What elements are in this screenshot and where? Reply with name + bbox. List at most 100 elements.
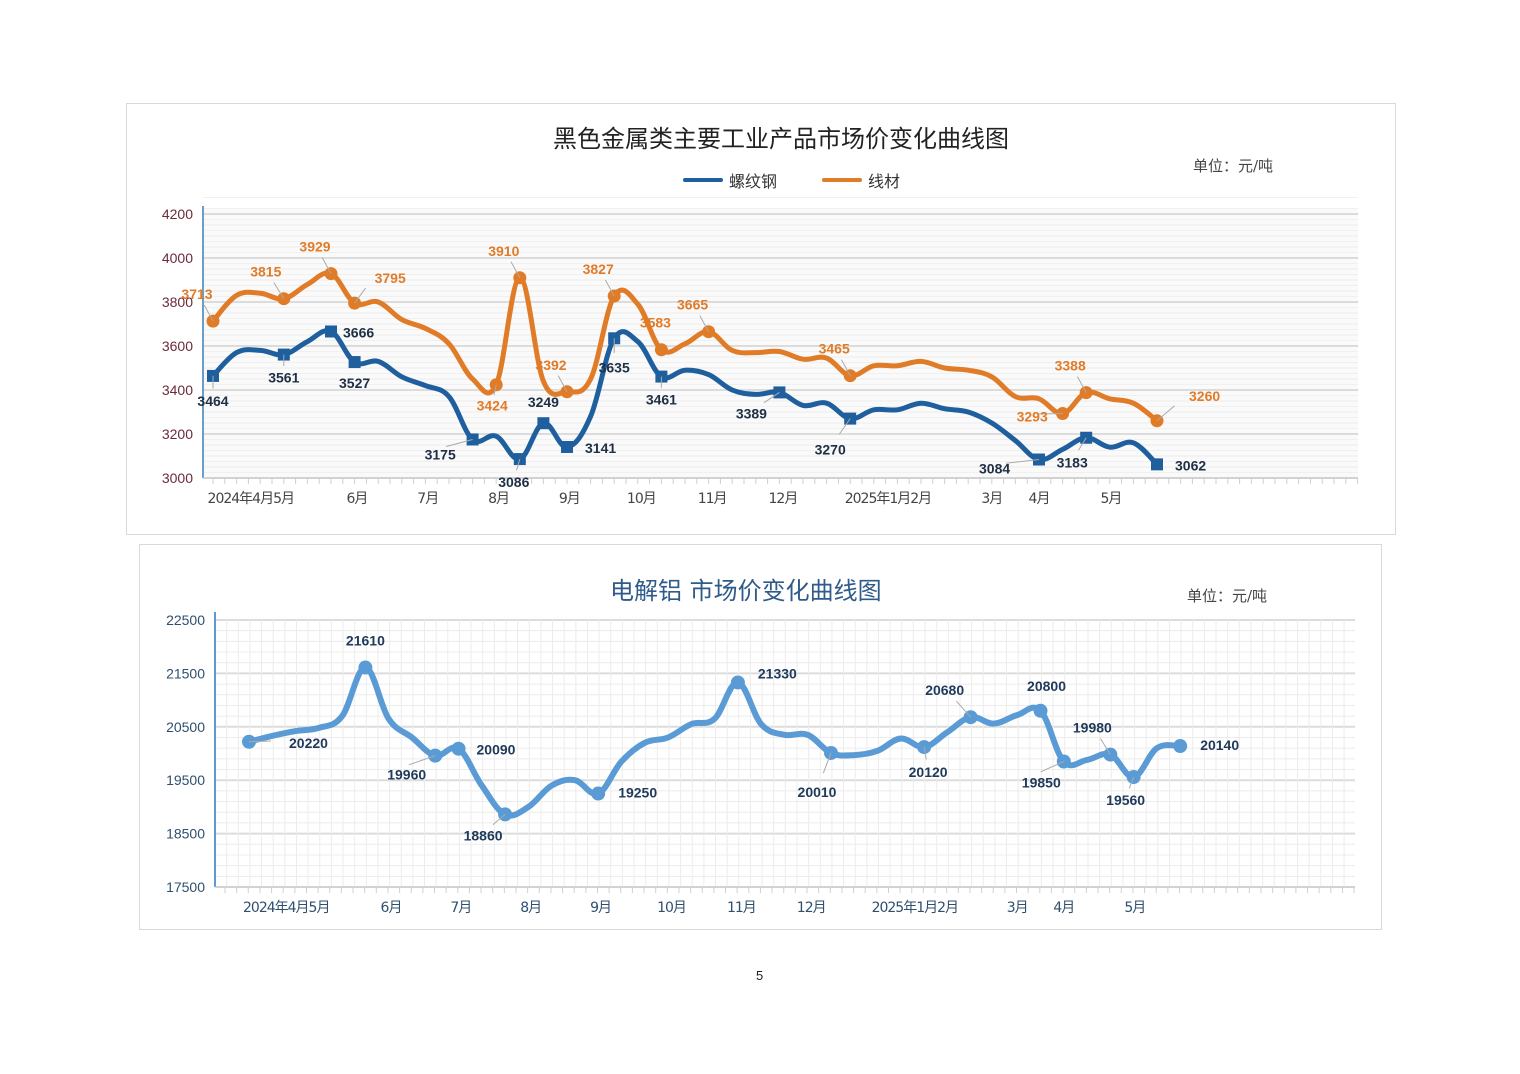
x-tick-label: 9月: [559, 491, 580, 507]
x-tick-label: 7月: [450, 900, 471, 916]
x-tick-label: 8月: [488, 491, 509, 507]
leader-line: [493, 384, 497, 396]
data-label: 3392: [535, 357, 566, 373]
data-label: 3561: [268, 370, 299, 386]
x-tick-label: 5月: [1101, 491, 1122, 507]
leader-line: [1128, 776, 1135, 789]
x-tick-label: 6月: [381, 900, 402, 916]
legend-line-icon: [683, 178, 723, 182]
data-label: 3389: [736, 405, 767, 421]
y-tick-label: 21500: [166, 665, 205, 681]
leader-line: [273, 282, 285, 299]
x-tick-label: 7月: [417, 491, 438, 507]
y-tick-label: 3000: [162, 470, 193, 486]
x-tick-label: 12月: [797, 900, 826, 916]
y-tick-label: 20500: [166, 719, 205, 735]
leader-line: [321, 257, 332, 274]
x-tick-label: 3月: [981, 491, 1002, 507]
leader-line: [604, 279, 615, 297]
plot-area: [203, 208, 1358, 478]
data-label: 3815: [250, 264, 281, 280]
data-marker-square: [561, 440, 573, 453]
leader-line: [248, 740, 272, 743]
legend-label: 线材: [868, 172, 901, 191]
data-marker-square: [325, 325, 337, 338]
legend-item-rebar: 螺纹钢: [683, 168, 777, 192]
legend-label: 螺纹钢: [729, 172, 778, 191]
series-line-0: [246, 664, 1184, 819]
data-label: 20090: [477, 742, 516, 758]
steel-chart-title: 黑色金属类主要工业产品市场价变化曲线图: [553, 125, 1009, 153]
y-tick-label: 19500: [166, 772, 205, 788]
x-tick-label: 10月: [657, 900, 686, 916]
data-marker-circle: [1033, 703, 1048, 718]
data-label: 3249: [528, 394, 559, 410]
y-tick-label: 3400: [162, 382, 193, 398]
data-label: 3929: [299, 239, 330, 255]
leader-line: [822, 752, 832, 774]
data-marker-circle: [358, 660, 373, 675]
data-marker-circle: [654, 343, 668, 357]
y-tick-label: 17500: [166, 879, 205, 895]
leader-line: [446, 439, 473, 447]
leader-line: [699, 315, 710, 332]
data-label: 3141: [585, 440, 616, 456]
leader-line: [492, 813, 506, 826]
data-label: 3464: [197, 393, 228, 409]
data-label: 3910: [488, 243, 519, 259]
leader-line: [510, 261, 521, 279]
data-label: 3666: [343, 324, 374, 340]
data-label: 19960: [387, 767, 426, 783]
data-label: 3465: [819, 341, 850, 357]
data-label: 19250: [618, 785, 657, 801]
data-label: 20220: [289, 735, 328, 751]
x-tick-label: 3月: [1007, 900, 1028, 916]
x-tick-label: 6月: [346, 491, 367, 507]
leader-line: [1156, 405, 1175, 422]
data-label: 3086: [498, 474, 529, 490]
data-marker-circle: [1173, 739, 1188, 754]
leader-line: [1100, 738, 1111, 755]
x-tick-label: 5月: [1124, 900, 1145, 916]
data-label: 20800: [1027, 678, 1066, 694]
data-label: 3795: [375, 270, 406, 286]
chart-1: 17500 18500 19500 20500 21500 22500 2024年4月5月 6…: [166, 612, 1355, 916]
data-marker-square: [537, 417, 550, 430]
data-label: 20680: [925, 682, 964, 698]
data-marker-square: [1151, 458, 1163, 471]
data-label: 3260: [1189, 388, 1220, 404]
x-tick-label: 11月: [698, 491, 727, 507]
data-label: 3175: [425, 447, 456, 463]
leader-line: [354, 287, 367, 304]
y-tick-label: 3600: [162, 338, 193, 354]
x-tick-label: 2024年4月5月: [243, 900, 329, 916]
data-label: 3424: [477, 398, 508, 414]
data-label: 3388: [1055, 358, 1086, 374]
data-label: 3527: [339, 375, 370, 391]
y-tick-label: 4000: [162, 250, 193, 266]
page-number: 5: [756, 968, 764, 983]
data-label: 3293: [1017, 409, 1048, 425]
steel-chart-unit: 单位：元/吨: [1193, 157, 1274, 175]
data-marker-circle: [591, 786, 606, 801]
leader-line: [923, 747, 927, 760]
x-tick-label: 2024年4月5月: [208, 491, 294, 507]
leader-line: [1005, 459, 1040, 464]
data-label: 20120: [909, 764, 948, 780]
data-label: 3084: [979, 461, 1010, 477]
data-marker-circle: [451, 741, 466, 756]
data-label: 21330: [758, 665, 797, 681]
data-marker-circle: [730, 675, 745, 690]
x-tick-label: 8月: [520, 900, 541, 916]
x-tick-label: 4月: [1053, 900, 1074, 916]
data-label: 3665: [677, 297, 708, 313]
leader-line: [516, 458, 521, 471]
y-tick-label: 3800: [162, 294, 193, 310]
data-label: 3583: [640, 315, 671, 331]
data-label: 20140: [1200, 737, 1239, 753]
y-tick-label: 22500: [166, 612, 205, 628]
leader-line: [203, 304, 214, 322]
leader-line: [1078, 437, 1087, 451]
